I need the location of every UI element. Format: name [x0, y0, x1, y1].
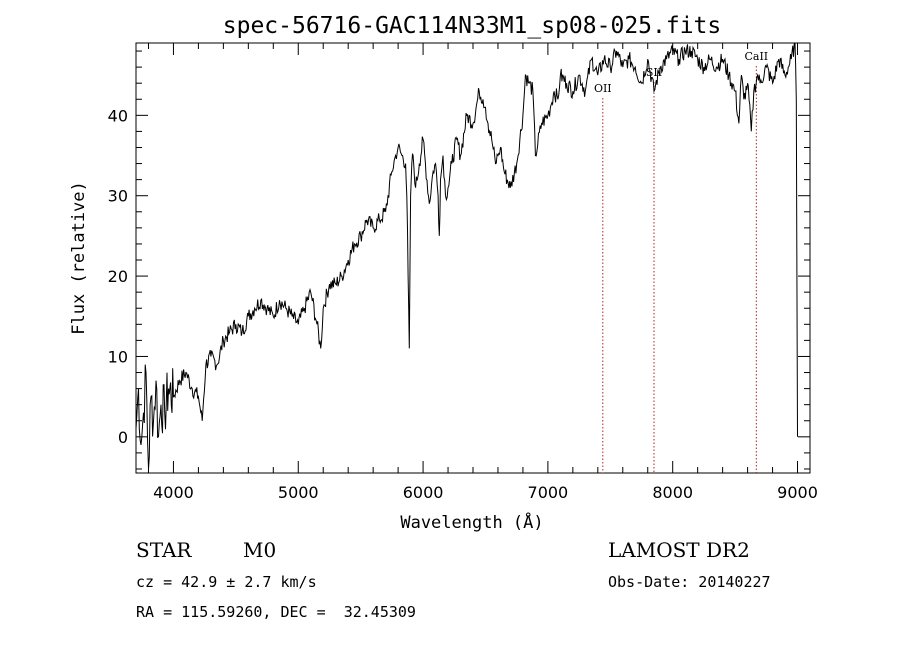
- tick-labels: 4000 5000 6000 7000 8000 9000 0 10 20 30 40: [108, 106, 818, 502]
- x-tick-label: 9000: [777, 483, 818, 502]
- x-tick-label: 7000: [528, 483, 569, 502]
- y-tick-label: 10: [108, 347, 128, 366]
- x-tick-label: 4000: [153, 483, 194, 502]
- x-tick-label: 6000: [403, 483, 444, 502]
- spectral-line-label: OII: [594, 82, 612, 95]
- y-axis-label: Flux (relative): [69, 181, 89, 335]
- object-class: STAR: [136, 538, 192, 562]
- redshift-cz: cz = 42.9 ± 2.7 km/s: [136, 573, 317, 591]
- plot-frame: [135, 42, 811, 474]
- obs-date: Obs-Date: 20140227: [608, 573, 771, 591]
- x-tick-label: 8000: [652, 483, 693, 502]
- y-tick-label: 30: [108, 187, 128, 206]
- y-tick-label: 40: [108, 106, 128, 125]
- x-tick-label: 5000: [278, 483, 319, 502]
- spectrum-line: [135, 42, 798, 470]
- x-axis-label: Wavelength (Å): [400, 511, 543, 533]
- chart-title: spec-56716-GAC114N33M1_sp08-025.fits: [223, 13, 722, 39]
- ra-dec: RA = 115.59260, DEC = 32.45309: [136, 603, 416, 621]
- object-subclass: M0: [243, 538, 277, 562]
- spectral-line-label: CaII: [744, 50, 768, 63]
- survey-name: LAMOST DR2: [608, 538, 750, 562]
- y-tick-label: 20: [108, 267, 128, 286]
- axis-ticks: [136, 43, 810, 473]
- y-tick-label: 0: [118, 428, 128, 447]
